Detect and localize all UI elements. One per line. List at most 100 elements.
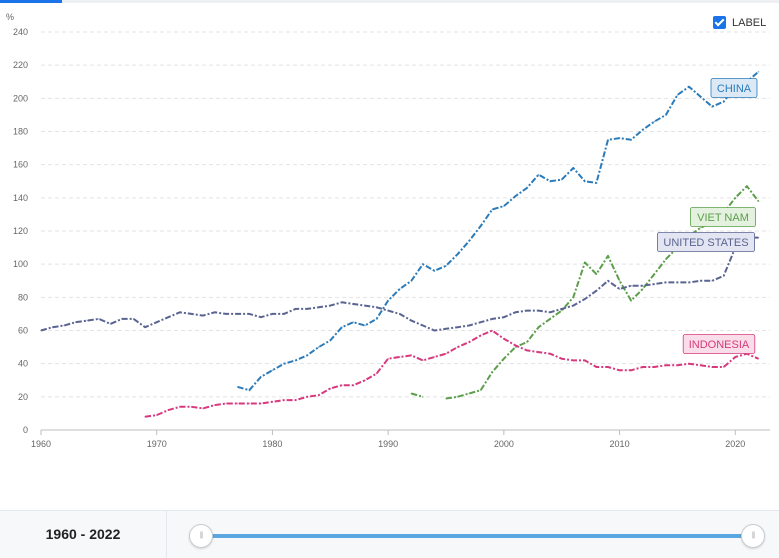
data-point xyxy=(699,279,702,282)
data-point xyxy=(422,359,424,362)
data-point xyxy=(329,387,332,390)
data-point xyxy=(595,289,598,292)
data-point xyxy=(711,279,713,282)
data-point xyxy=(676,364,679,367)
data-point xyxy=(283,362,285,365)
data-point xyxy=(202,407,204,410)
range-end-handle[interactable] xyxy=(741,524,765,548)
data-point xyxy=(722,366,725,368)
y-tick-label: 220 xyxy=(13,60,28,70)
data-point xyxy=(236,402,239,405)
data-point xyxy=(572,167,575,169)
x-tick-label: 2000 xyxy=(494,439,514,449)
data-point xyxy=(283,399,285,401)
data-point xyxy=(225,402,227,405)
year-range-slider-track[interactable] xyxy=(200,534,753,538)
active-tab-indicator[interactable] xyxy=(0,0,62,3)
data-point xyxy=(422,396,424,398)
data-point xyxy=(456,326,459,328)
y-tick-label: 140 xyxy=(13,193,28,203)
data-point xyxy=(283,313,285,315)
data-point xyxy=(595,273,598,275)
data-point xyxy=(560,309,563,312)
series-label-box xyxy=(657,232,756,252)
data-point xyxy=(433,329,436,332)
data-point xyxy=(294,399,297,401)
data-point xyxy=(630,138,632,141)
y-tick-label: 160 xyxy=(13,160,28,170)
label-toggle[interactable]: LABEL xyxy=(713,16,766,29)
data-point xyxy=(213,404,216,406)
data-point xyxy=(51,326,54,328)
label-checkbox[interactable] xyxy=(713,16,726,29)
data-point xyxy=(526,341,528,343)
y-tick-label: 120 xyxy=(13,226,28,236)
data-point xyxy=(514,346,517,348)
line-chart: 0 20 40 60 80 100 120 140 160 180 200 220 240 1960 197… xyxy=(6,12,770,449)
data-point xyxy=(190,313,193,315)
data-point xyxy=(665,114,667,116)
data-point xyxy=(387,309,389,312)
x-tick-label: 1990 xyxy=(378,439,398,449)
data-point xyxy=(722,100,725,103)
data-point xyxy=(132,318,135,320)
data-point xyxy=(503,337,505,340)
data-point xyxy=(387,299,389,302)
series-line-segment xyxy=(144,329,759,418)
data-point xyxy=(757,71,760,73)
data-point xyxy=(398,356,401,358)
data-point xyxy=(757,200,760,202)
data-point xyxy=(456,253,459,256)
data-point xyxy=(491,371,494,373)
series-line-segment xyxy=(237,71,760,392)
data-point xyxy=(63,324,65,327)
data-point xyxy=(537,351,540,353)
data-point xyxy=(294,359,297,362)
data-point xyxy=(167,316,170,319)
data-point xyxy=(618,288,621,290)
data-point xyxy=(676,281,679,284)
data-point xyxy=(341,301,343,304)
data-point xyxy=(491,329,494,332)
series-label: CHINA xyxy=(717,83,752,95)
data-point xyxy=(468,324,470,327)
data-point xyxy=(329,339,332,342)
data-point xyxy=(468,341,470,343)
label-toggle-text: LABEL xyxy=(732,16,767,29)
data-point xyxy=(537,309,540,312)
data-point xyxy=(549,318,551,320)
data-point xyxy=(491,318,494,320)
data-point xyxy=(630,299,632,302)
y-tick-label: 40 xyxy=(18,359,28,369)
series-label-box xyxy=(690,207,757,227)
range-start-handle[interactable] xyxy=(189,524,213,548)
data-point xyxy=(375,318,378,320)
x-tick-label: 2020 xyxy=(725,439,745,449)
data-point xyxy=(526,349,528,352)
data-point xyxy=(398,288,401,290)
data-point xyxy=(398,313,401,315)
data-point xyxy=(306,308,308,310)
y-tick-label: 200 xyxy=(13,93,28,103)
data-point xyxy=(433,356,436,358)
data-point xyxy=(202,314,204,317)
data-point xyxy=(260,376,262,378)
y-tick-label: 80 xyxy=(18,292,28,302)
data-point xyxy=(329,304,332,307)
series-label: VIET NAM xyxy=(697,212,749,224)
data-point xyxy=(410,279,413,282)
data-point xyxy=(676,94,679,96)
data-point xyxy=(294,308,297,310)
data-point xyxy=(514,195,517,197)
data-point xyxy=(306,354,308,357)
data-point xyxy=(711,366,713,368)
data-point xyxy=(514,311,517,314)
data-point xyxy=(757,357,760,360)
data-point xyxy=(722,274,725,277)
data-point xyxy=(479,225,482,227)
data-point xyxy=(341,384,343,387)
data-point xyxy=(213,311,216,314)
data-point xyxy=(549,180,551,183)
data-point xyxy=(190,405,193,408)
series-china xyxy=(236,71,760,392)
